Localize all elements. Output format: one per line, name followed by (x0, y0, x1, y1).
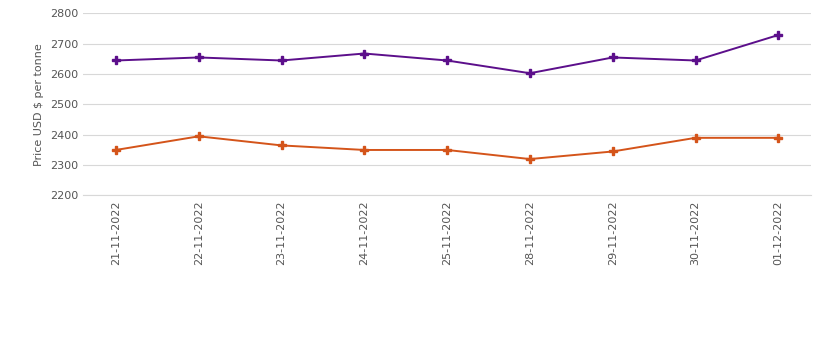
SHFE (276, 58, 286, 62)
LME (276, 143, 286, 147)
LME (607, 149, 617, 153)
SHFE (442, 58, 452, 62)
SHFE (524, 71, 534, 75)
Line: LME: LME (112, 132, 782, 163)
LME (194, 134, 203, 139)
LME (524, 157, 534, 161)
LME (442, 148, 452, 152)
SHFE (111, 58, 121, 62)
LME (690, 136, 700, 140)
Legend: LME, SHFE: LME, SHFE (385, 333, 508, 337)
Y-axis label: Price USD $ per tonne: Price USD $ per tonne (34, 43, 44, 166)
SHFE (194, 55, 203, 59)
LME (772, 136, 782, 140)
SHFE (690, 58, 700, 62)
LME (359, 148, 369, 152)
SHFE (359, 52, 369, 56)
LME (111, 148, 121, 152)
Line: SHFE: SHFE (112, 31, 782, 78)
SHFE (607, 55, 617, 59)
SHFE (772, 33, 782, 37)
